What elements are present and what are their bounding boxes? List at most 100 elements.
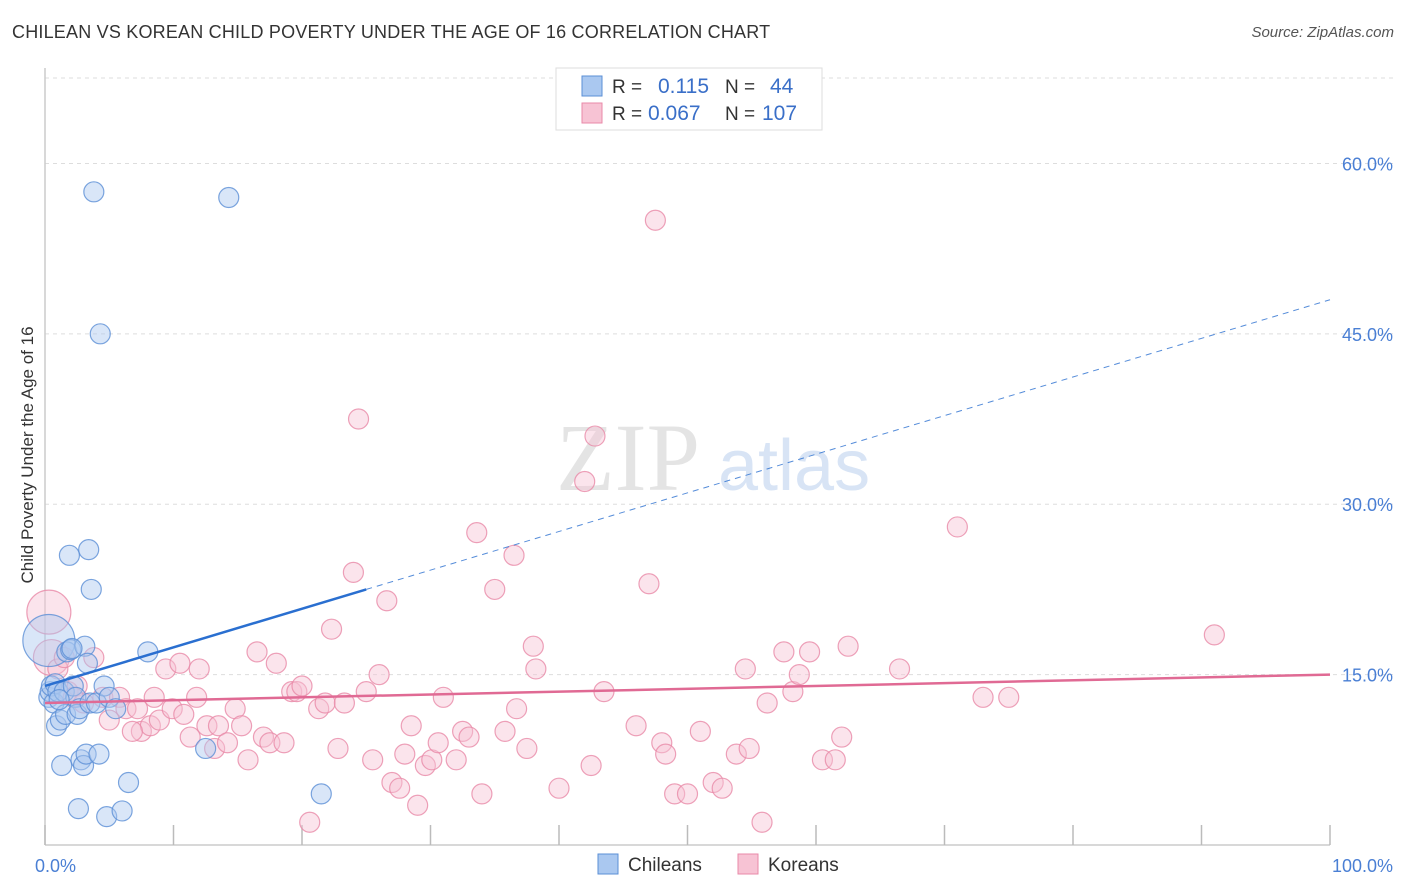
- korean-point: [798, 641, 821, 663]
- korean-point: [525, 658, 547, 680]
- korean-point: [407, 794, 429, 816]
- chilean-point: [88, 743, 110, 765]
- korean-point: [246, 641, 268, 663]
- chilean-point: [67, 798, 90, 820]
- korean-point: [252, 726, 275, 748]
- korean-point: [452, 720, 474, 743]
- grid-lines: [45, 77, 1393, 676]
- x-tick-label-min: 0.0%: [35, 856, 76, 876]
- korean-point: [503, 544, 525, 566]
- chilean-point: [40, 675, 63, 697]
- korean-point: [121, 720, 143, 743]
- legend-swatch-koreans: [581, 102, 603, 124]
- korean-point: [773, 641, 795, 663]
- y-tick-labels: 15.0% 30.0% 45.0% 60.0%: [1342, 154, 1393, 685]
- korean-point: [376, 590, 398, 612]
- korean-point: [98, 709, 120, 731]
- y-tick-label: 15.0%: [1342, 666, 1393, 686]
- korean-point: [625, 715, 647, 737]
- korean-point: [320, 618, 343, 640]
- korean-point: [188, 658, 210, 680]
- legend-r-label-chileans: R =: [612, 77, 642, 98]
- korean-point: [788, 664, 810, 686]
- korean-point: [179, 726, 201, 748]
- chilean-point: [48, 688, 70, 711]
- chilean-point: [218, 186, 240, 209]
- korean-point: [291, 675, 313, 697]
- watermark-atlas: atlas: [718, 426, 870, 506]
- korean-point: [756, 692, 778, 714]
- korean-point: [738, 737, 760, 760]
- korean-point: [548, 777, 570, 799]
- koreans-trend-line: [44, 673, 1331, 705]
- korean-point: [584, 425, 606, 447]
- korean-point: [1203, 624, 1225, 646]
- korean-point: [414, 754, 436, 777]
- legend-n-value-koreans: 107: [762, 102, 797, 125]
- legend-swatch-chileans: [581, 75, 603, 97]
- korean-point: [231, 715, 253, 737]
- chileans-trend-dashed: [366, 299, 1331, 590]
- chart-title: CHILEAN VS KOREAN CHILD POVERTY UNDER TH…: [12, 22, 771, 42]
- korean-point: [466, 522, 488, 544]
- chilean-point: [310, 783, 332, 805]
- korean-point: [161, 698, 183, 720]
- chilean-point: [83, 181, 105, 203]
- korean-point: [173, 703, 195, 725]
- legend-r-value-koreans: 0.067: [648, 102, 701, 125]
- korean-point: [394, 743, 416, 765]
- chilean-point: [105, 698, 127, 720]
- korean-point: [484, 578, 506, 601]
- chilean-point: [60, 639, 82, 661]
- korean-point: [972, 686, 994, 708]
- korean-point: [342, 561, 364, 583]
- legend-n-label-chileans: N =: [725, 77, 755, 98]
- korean-point: [689, 720, 711, 743]
- legend-n-value-chileans: 44: [770, 75, 794, 98]
- korean-point: [204, 737, 226, 760]
- korean-point: [574, 470, 596, 493]
- bottom-legend-koreans: Koreans: [768, 855, 839, 876]
- korean-point: [427, 732, 449, 754]
- top-legend: R = 0.115 N = 44 R = 0.067 N = 107: [555, 67, 823, 131]
- korean-point: [824, 749, 846, 771]
- korean-point: [273, 732, 295, 754]
- korean-point: [751, 811, 773, 833]
- bottom-legend-chileans: Chileans: [628, 855, 702, 876]
- korean-point: [651, 732, 673, 754]
- chilean-point: [117, 771, 140, 794]
- chilean-point: [61, 637, 83, 660]
- bottom-legend-swatch-chileans: [597, 853, 619, 875]
- chilean-point: [195, 737, 217, 760]
- korean-point: [655, 743, 677, 765]
- chilean-point: [78, 539, 100, 561]
- korean-point: [237, 749, 259, 771]
- legend-r-label-koreans: R =: [612, 104, 642, 125]
- chilean-point: [80, 578, 102, 601]
- korean-point: [186, 686, 208, 708]
- chilean-point: [58, 544, 81, 566]
- korean-point: [432, 686, 454, 708]
- chileans-points: [22, 181, 332, 828]
- korean-point: [494, 720, 516, 743]
- korean-point: [998, 686, 1020, 708]
- korean-point: [734, 658, 756, 680]
- korean-point: [458, 726, 480, 748]
- korean-point: [126, 698, 149, 720]
- korean-point: [664, 783, 686, 805]
- korean-point: [368, 664, 390, 686]
- y-axis-title: Child Poverty Under the Age of 16: [18, 326, 37, 583]
- korean-point: [837, 635, 859, 657]
- korean-point: [196, 715, 218, 737]
- korean-point: [946, 516, 968, 538]
- korean-point: [143, 686, 165, 708]
- korean-point: [676, 783, 699, 805]
- y-tick-label: 45.0%: [1342, 325, 1393, 345]
- korean-point: [389, 777, 411, 799]
- korean-point: [580, 754, 602, 777]
- korean-point: [355, 681, 377, 703]
- chilean-point: [89, 323, 111, 345]
- x-tick-label-max: 100.0%: [1332, 856, 1393, 876]
- korean-point: [333, 692, 356, 714]
